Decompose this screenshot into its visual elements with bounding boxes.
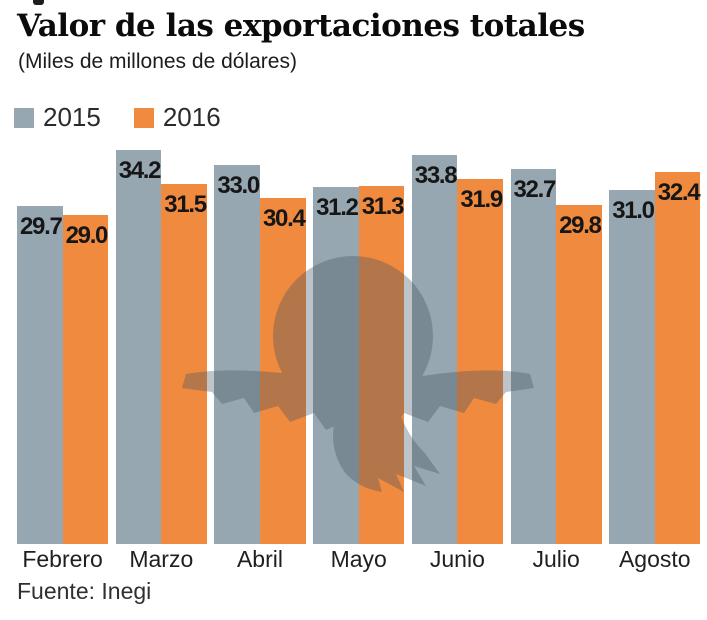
x-axis-label-marzo: Marzo — [129, 546, 194, 572]
bar-value-label-2015-julio: 32.7 — [513, 175, 557, 203]
bar-2016-mayo: 31.3 — [358, 186, 405, 544]
x-axis-label-junio: Junio — [429, 546, 485, 572]
bar-2015-febrero: 29.7 — [17, 206, 63, 544]
bar-value-label-2016-febrero: 29.0 — [65, 222, 109, 250]
bar-2016-agosto: 32.4 — [654, 172, 701, 544]
x-axis-label-agosto: Agosto — [618, 546, 691, 572]
x-axis-label-abril: Abril — [236, 546, 283, 572]
bar-value-label-2016-junio: 31.9 — [460, 185, 503, 213]
bar-value-label-2015-mayo: 31.2 — [316, 194, 359, 222]
cropped-glyph-artifact — [33, 0, 44, 5]
x-axis-label-febrero: Febrero — [22, 546, 103, 572]
bar-2015-junio: 33.8 — [411, 154, 458, 544]
bar-value-label-2016-julio: 29.8 — [559, 212, 602, 240]
bar-value-label-2016-mayo: 31.3 — [361, 193, 405, 221]
legend-label-2016: 2016 — [162, 102, 221, 132]
legend: 2015 2016 — [14, 102, 221, 133]
bar-value-label-2015-marzo: 34.2 — [118, 156, 162, 184]
bar-2016-julio: 29.8 — [556, 205, 602, 544]
legend-swatch-2016 — [133, 107, 154, 128]
bar-value-label-2015-febrero: 29.7 — [20, 213, 63, 241]
bar-2016-junio: 31.9 — [457, 178, 503, 544]
bar-2015-julio: 32.7 — [510, 168, 557, 544]
bar-2015-agosto: 31.0 — [609, 189, 655, 544]
source-note: Fuente: Inegi — [17, 578, 152, 604]
bar-2016-marzo: 31.5 — [161, 183, 207, 544]
bar-2016-abril: 30.4 — [260, 197, 306, 544]
bar-value-label-2015-agosto: 31.0 — [612, 196, 655, 224]
legend-item-2016: 2016 — [133, 102, 221, 133]
bar-2015-marzo: 34.2 — [115, 149, 162, 544]
bar-2016-febrero: 29.0 — [62, 215, 109, 544]
bar-2015-mayo: 31.2 — [313, 187, 359, 544]
bar-value-label-2016-agosto: 32.4 — [657, 179, 701, 207]
bar-2015-abril: 33.0 — [214, 164, 260, 544]
bar-value-label-2016-marzo: 31.5 — [164, 190, 207, 218]
chart-subtitle: (Miles de millones de dólares) — [18, 50, 297, 73]
x-axis-label-julio: Julio — [532, 546, 580, 572]
legend-item-2015: 2015 — [14, 102, 101, 133]
bar-value-label-2016-abril: 30.4 — [263, 204, 306, 232]
legend-label-2015: 2015 — [43, 102, 101, 132]
bar-value-label-2015-abril: 33.0 — [217, 171, 260, 199]
x-axis-label-mayo: Mayo — [330, 546, 387, 572]
legend-swatch-2015 — [14, 107, 34, 128]
bar-value-label-2015-junio: 33.8 — [414, 161, 458, 189]
chart-title: Valor de las exportaciones totales — [17, 8, 585, 44]
